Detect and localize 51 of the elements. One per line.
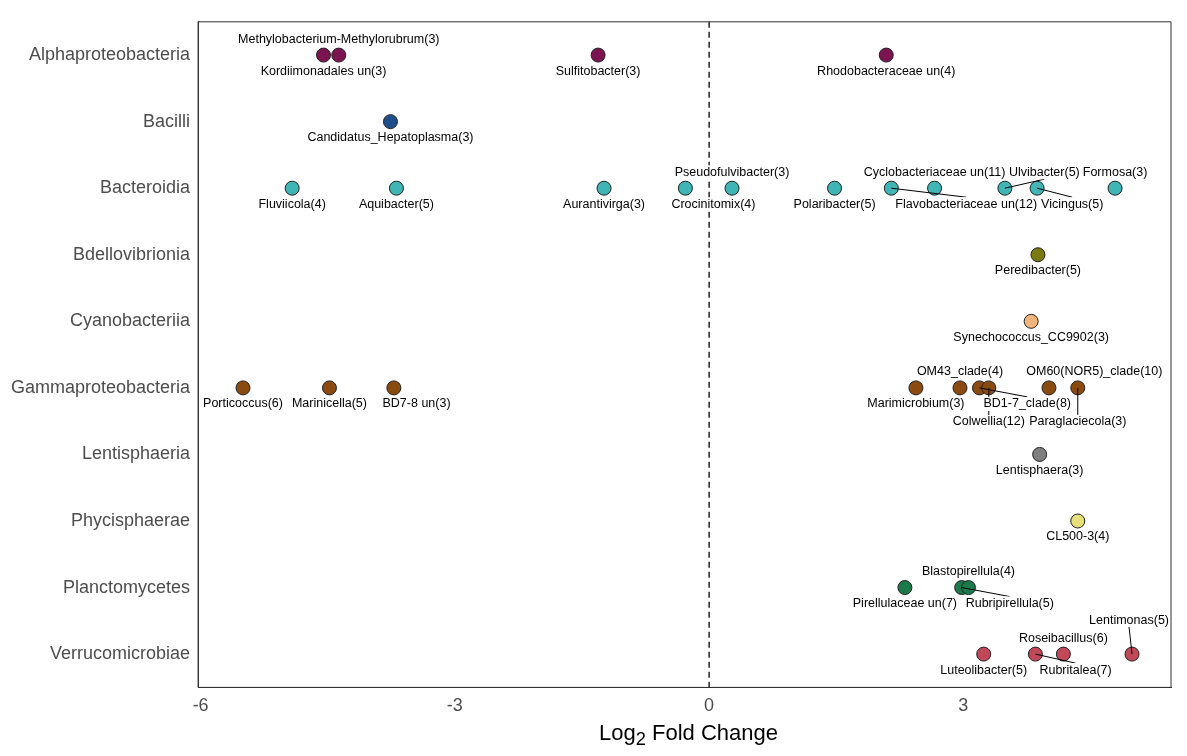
annotation: Aquibacter(5) bbox=[358, 196, 434, 211]
annotation: Marinicella(5) bbox=[291, 396, 367, 411]
annotation: Polaribacter(5) bbox=[793, 196, 876, 211]
annotation: Blastopirellula(4) bbox=[921, 564, 1016, 579]
x-axis-title: Log$_{2}$ Fold Change bbox=[598, 720, 779, 751]
annotation: Crocinitomix(4) bbox=[671, 196, 756, 211]
annotation: OM43_clade(4) bbox=[916, 364, 1004, 379]
annotation: Pirellulaceae un(7) bbox=[852, 596, 958, 611]
annotation: Cyclobacteriaceae un(11) bbox=[863, 164, 1006, 179]
annotation: Peredibacter(5) bbox=[994, 263, 1082, 278]
y-tick-label: Verrucomicrobiae bbox=[50, 643, 191, 664]
annotation: Marimicrobium(3) bbox=[867, 396, 965, 411]
x-tick-label: -3 bbox=[446, 695, 463, 716]
annotation: Formosa(3) bbox=[1082, 164, 1148, 179]
y-tick-label: Phycisphaerae bbox=[71, 509, 191, 530]
annotation: Rubritalea(7) bbox=[1039, 662, 1112, 677]
y-tick-label: Bacteroidia bbox=[100, 177, 192, 198]
annotation: Methylobacterium-Methylorubrum(3) bbox=[238, 31, 440, 46]
annotation: Luteolibacter(5) bbox=[940, 662, 1028, 677]
y-tick-label: Cyanobacteriia bbox=[70, 310, 192, 331]
annotation: Kordiimonadales un(3) bbox=[260, 63, 387, 78]
y-tick-label: Gammaproteobacteria bbox=[10, 376, 192, 397]
annotation: OM60(NOR5)_clade(10) bbox=[1026, 364, 1163, 379]
annotation: BD7-8 un(3) bbox=[382, 396, 451, 411]
annotation: Colwellia(12) bbox=[952, 414, 1025, 429]
annotation: Lentimonas(5) bbox=[1089, 612, 1169, 627]
annotation: Synechococcus_CC9902(3) bbox=[953, 329, 1109, 344]
annotation: Candidatus_Hepatoplasma(3) bbox=[307, 130, 474, 145]
x-tick-label: 0 bbox=[704, 695, 715, 716]
annotation: Paraglaciecola(3) bbox=[1029, 414, 1127, 429]
annotation: Pseudofulvibacter(3) bbox=[674, 164, 790, 179]
y-tick-label: Lentisphaeria bbox=[81, 443, 192, 464]
y-tick-label: Planctomycetes bbox=[63, 576, 191, 597]
y-tick-label: Bacilli bbox=[143, 110, 191, 131]
x-tick-label: 3 bbox=[958, 695, 969, 716]
y-tick-label: Bdellovibrionia bbox=[73, 243, 192, 264]
annotation: Porticoccus(6) bbox=[203, 396, 283, 411]
y-tick-label: Alphaproteobacteria bbox=[28, 44, 192, 65]
annotation: Vicingus(5) bbox=[1041, 196, 1104, 211]
annotation: Fluviicola(4) bbox=[258, 196, 326, 211]
annotation: Sulfitobacter(3) bbox=[555, 63, 641, 78]
annotation: Aurantivirga(3) bbox=[563, 196, 646, 211]
annotation: Rubripirellula(5) bbox=[965, 596, 1054, 611]
annotation: Ulvibacter(5) bbox=[1008, 164, 1080, 179]
annotation: BD1-7_clade(8) bbox=[983, 396, 1072, 411]
annotation: CL500-3(4) bbox=[1046, 529, 1110, 544]
annotation: Roseibacillus(6) bbox=[1018, 630, 1108, 645]
x-tick-label: -6 bbox=[192, 695, 209, 716]
annotation: Lentisphaera(3) bbox=[995, 462, 1084, 477]
annotation: Rhodobacteraceae un(4) bbox=[817, 63, 956, 78]
annotation: Flavobacteriaceae un(12) bbox=[895, 196, 1038, 211]
